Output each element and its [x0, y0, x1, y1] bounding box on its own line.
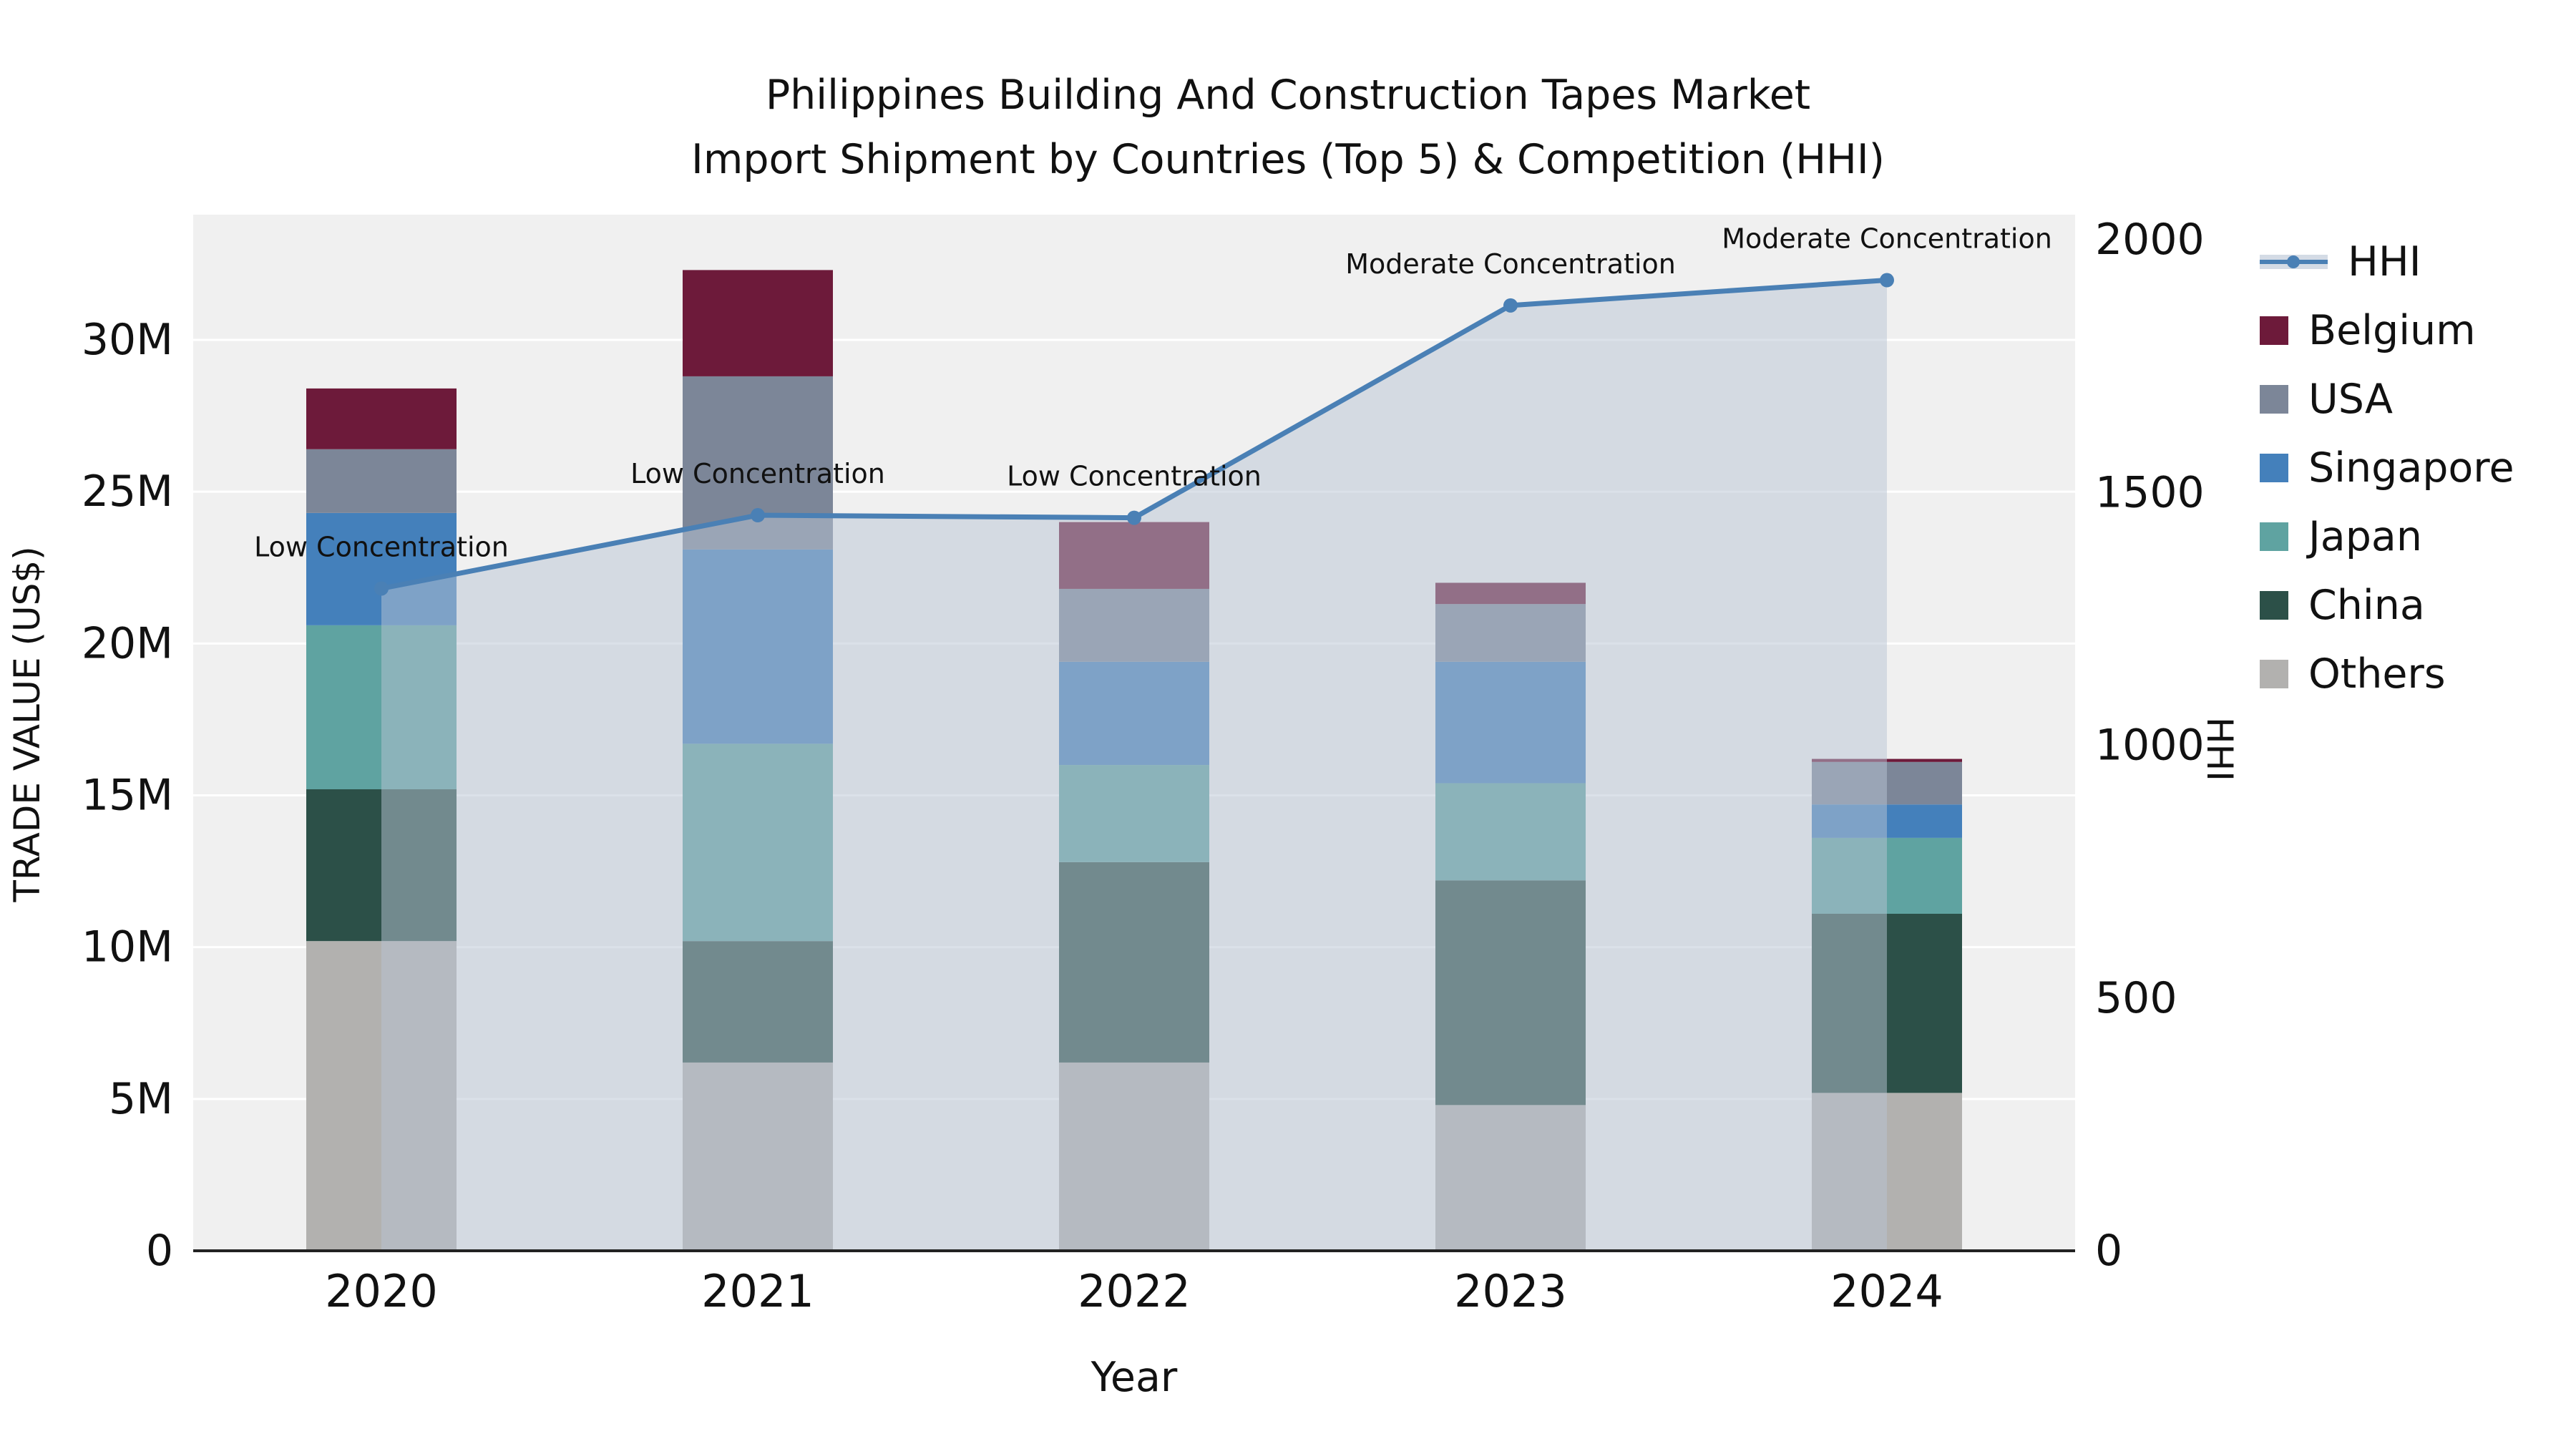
legend-item-label: Japan — [2308, 513, 2422, 560]
legend-swatch-singapore — [2260, 454, 2288, 482]
bar-segment-belgium-2020 — [306, 388, 457, 449]
hhi-marker-2024 — [1880, 273, 1894, 288]
legend-item-label: HHI — [2348, 238, 2421, 286]
legend-item-label: USA — [2308, 376, 2393, 423]
chart-title-line1: Philippines Building And Construction Ta… — [765, 72, 1811, 119]
legend-item-others: Others — [2260, 640, 2514, 708]
legend-line-marker — [2260, 255, 2328, 269]
y-axis-right-title: HHI — [2199, 717, 2240, 781]
y-left-tick-label: 5M — [109, 1074, 173, 1124]
legend-swatch-others — [2260, 660, 2288, 688]
annotation-2024: Moderate Concentration — [1722, 223, 2052, 255]
legend-swatch-japan — [2260, 522, 2288, 551]
hhi-marker-2020 — [374, 581, 389, 596]
y-right-tick-label: 500 — [2095, 973, 2177, 1023]
bar-segment-belgium-2021 — [683, 270, 833, 376]
legend-item-label: Belgium — [2308, 307, 2476, 354]
legend-swatch-china — [2260, 591, 2288, 620]
annotation-2023: Moderate Concentration — [1345, 248, 1676, 280]
x-tick-label-2024: 2024 — [1830, 1265, 1943, 1317]
y-right-tick-label: 2000 — [2095, 215, 2205, 265]
annotation-2022: Low Concentration — [1007, 461, 1262, 492]
annotation-2020: Low Concentration — [254, 531, 509, 562]
hhi-marker-2023 — [1503, 298, 1518, 313]
legend-swatch-usa — [2260, 385, 2288, 414]
y-right-tick-label: 1000 — [2095, 721, 2205, 771]
chart-title: Philippines Building And Construction Ta… — [0, 63, 2576, 192]
x-tick-label-2020: 2020 — [325, 1265, 438, 1317]
hhi-marker-2022 — [1127, 510, 1141, 525]
y-left-tick-label: 20M — [82, 618, 173, 668]
y-left-tick-label: 25M — [82, 467, 173, 517]
legend-item-label: China — [2308, 582, 2425, 629]
legend-item-hhi: HHI — [2260, 228, 2514, 296]
hhi-area — [381, 280, 1887, 1251]
legend-item-china: China — [2260, 571, 2514, 640]
x-tick-label-2022: 2022 — [1078, 1265, 1191, 1317]
hhi-marker-2021 — [751, 508, 765, 523]
bar-segment-usa-2020 — [306, 449, 457, 513]
legend-swatch-belgium — [2260, 316, 2288, 345]
y-right-tick-label: 0 — [2095, 1226, 2122, 1276]
legend-item-label: Singapore — [2308, 444, 2514, 492]
legend-item-usa: USA — [2260, 365, 2514, 434]
y-left-tick-label: 30M — [82, 315, 173, 365]
y-right-tick-label: 1500 — [2095, 467, 2205, 517]
legend-item-singapore: Singapore — [2260, 434, 2514, 502]
y-left-tick-label: 15M — [82, 771, 173, 821]
legend-item-label: Others — [2308, 650, 2446, 698]
annotation-2021: Low Concentration — [630, 458, 885, 489]
legend-item-japan: Japan — [2260, 502, 2514, 571]
y-left-tick-label: 10M — [82, 922, 173, 972]
y-left-tick-label: 0 — [146, 1226, 173, 1276]
y-axis-left-title: TRADE VALUE (US$) — [6, 546, 48, 902]
legend-item-belgium: Belgium — [2260, 296, 2514, 365]
x-axis-title: Year — [1091, 1354, 1178, 1401]
legend: HHI Belgium USA Singapore Japan China Others — [2260, 228, 2514, 708]
x-tick-label-2021: 2021 — [701, 1265, 814, 1317]
chart-title-line2: Import Shipment by Countries (Top 5) & C… — [691, 136, 1885, 183]
x-tick-label-2023: 2023 — [1454, 1265, 1567, 1317]
